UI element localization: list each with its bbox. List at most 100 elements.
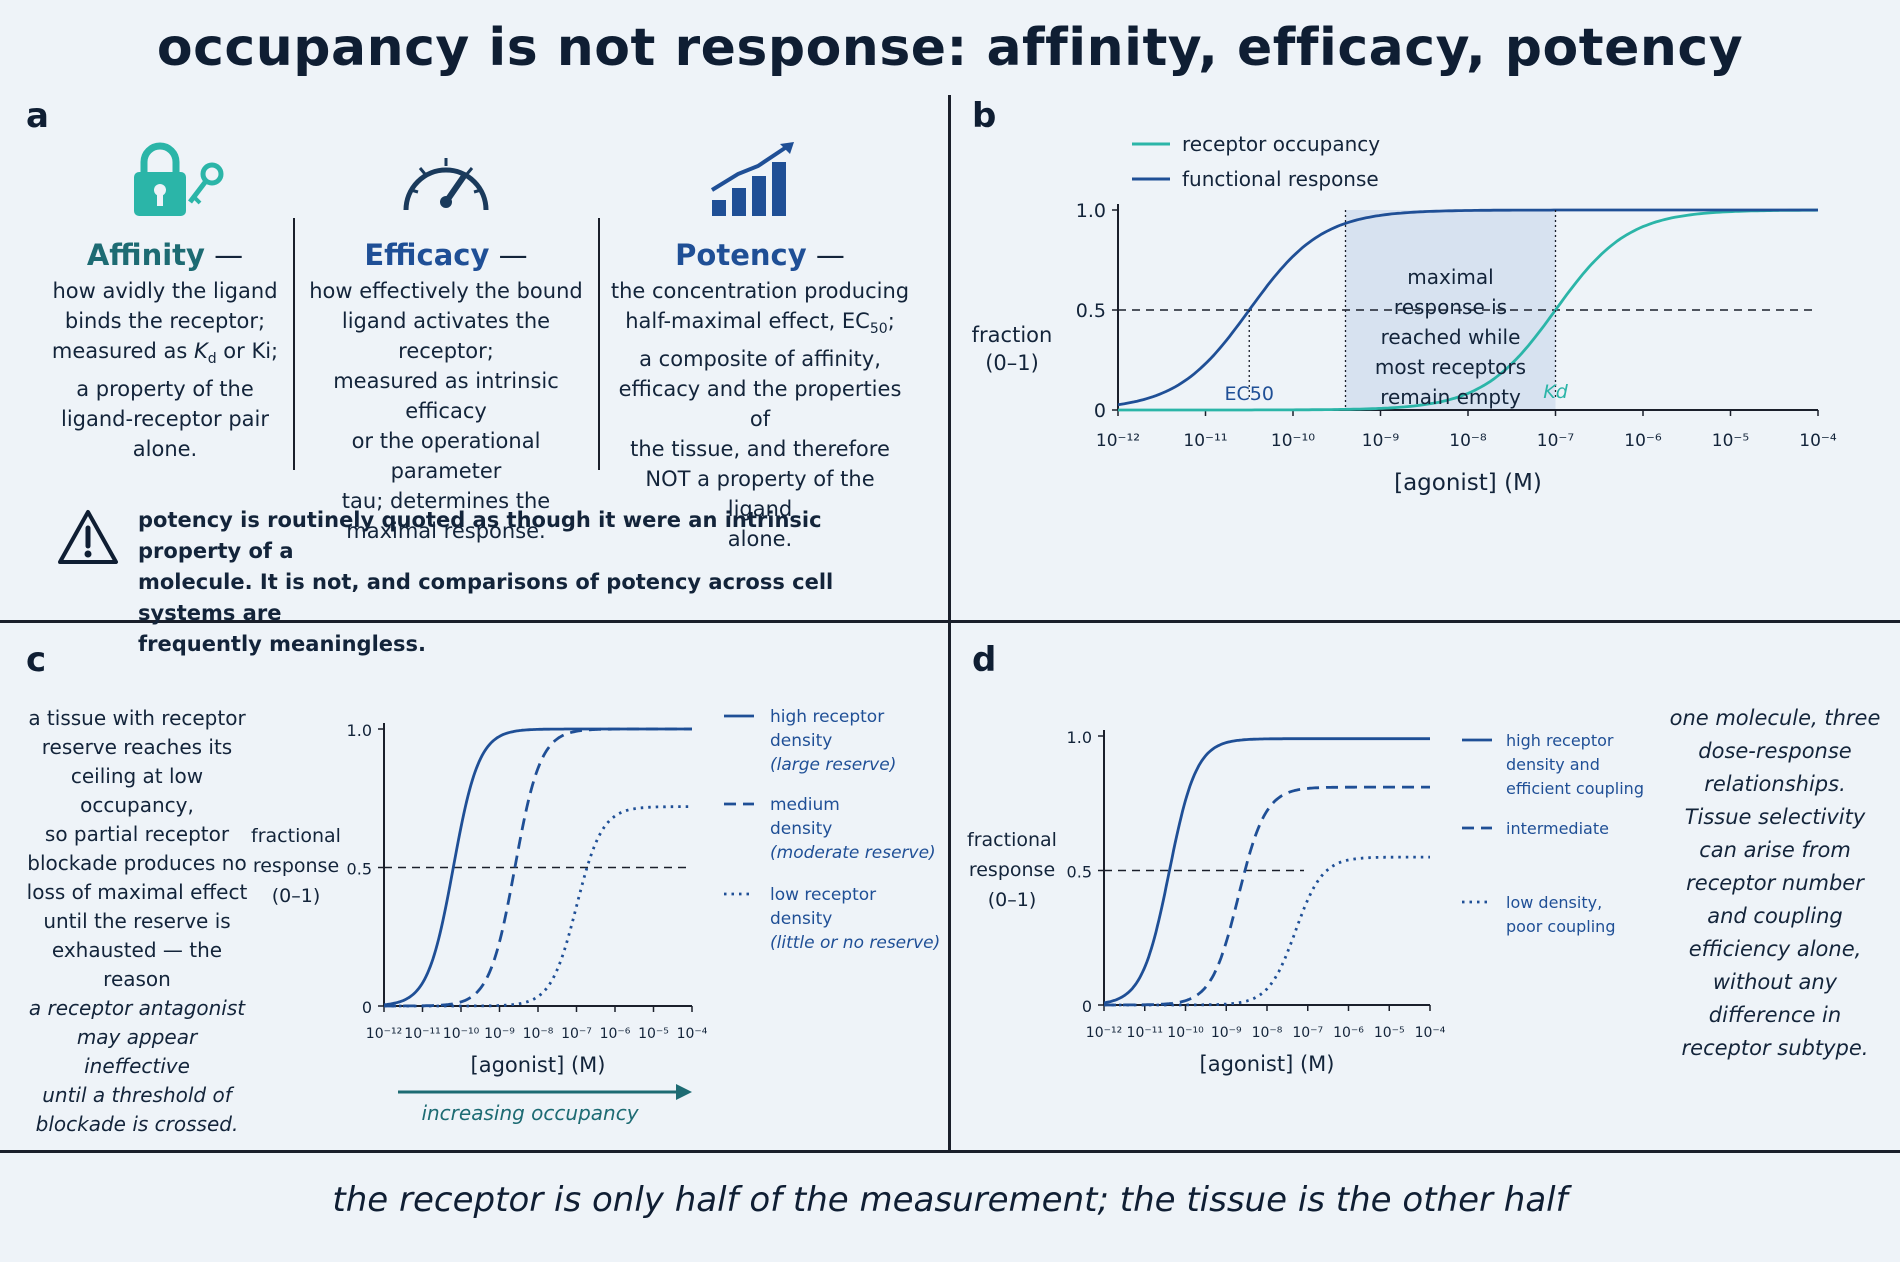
- affinity-line-2: binds the receptor;: [64, 309, 266, 333]
- series-line-2: [1117, 208, 1818, 407]
- panel-d-line-11: receptor subtype.: [1681, 1036, 1869, 1060]
- panel-letter-b: b: [972, 96, 997, 136]
- potency-line-3: a composite of affinity,: [639, 347, 881, 372]
- panel-letter-a: a: [26, 96, 49, 136]
- gauge-icon: [403, 158, 489, 211]
- legend-label: poor coupling: [1506, 917, 1615, 936]
- series-line-1: [1118, 208, 1819, 412]
- x-tick-label: 10⁻⁹: [484, 1026, 515, 1042]
- x-tick-label: 10⁻⁶: [1333, 1025, 1364, 1041]
- potency-line-7: alone.: [727, 527, 793, 552]
- affinity-line-5: ligand-receptor pair: [60, 407, 270, 432]
- y-tick-label: 0.5: [347, 860, 372, 879]
- legend-label: (large reserve): [770, 755, 896, 775]
- legend-label: density: [770, 819, 832, 839]
- affinity-line-4: a property of the: [76, 377, 254, 402]
- chart-d: 10⁻¹² 10⁻¹¹ 10⁻¹⁰ 10⁻⁹ 10⁻⁸ 10⁻⁷ 10⁻⁶ 10⁻⁵ 10⁻⁴ 0…: [967, 728, 1644, 1076]
- legend-label: (moderate reserve): [770, 843, 936, 863]
- x-axis-label: [agonist] (M): [1394, 470, 1542, 496]
- efficacy-heading: Efficacy: [364, 238, 490, 272]
- x-tick-label: 10⁻⁶: [1624, 431, 1662, 451]
- shaded-region: [1345, 210, 1556, 410]
- x-tick-label: 10⁻⁴: [1799, 431, 1837, 451]
- series-line-1: [1103, 737, 1430, 1005]
- x-tick-label: 10⁻⁷: [1537, 431, 1575, 451]
- x-tick-label: 10⁻¹¹: [1183, 431, 1227, 451]
- efficacy-line-3: measured as intrinsic efficacy: [333, 369, 559, 423]
- panel-c-line-7: until the reserve is: [43, 909, 231, 933]
- x-axis-label: [agonist] (M): [1200, 1052, 1335, 1076]
- legend-label: functional response: [1182, 167, 1379, 191]
- x-tick-label: 10⁻⁷: [561, 1026, 592, 1042]
- efficacy-line-1: how effectively the bound: [309, 279, 583, 303]
- efficacy-dash: —: [489, 238, 528, 272]
- affinity-column: Affinity — how avidly the ligand binds t…: [50, 236, 280, 464]
- chart-c: 10⁻¹² 10⁻¹¹ 10⁻¹⁰ 10⁻⁹ 10⁻⁸ 10⁻⁷ 10⁻⁶ 10⁻⁵ 10⁻⁴ 0…: [251, 707, 940, 1125]
- x-tick-label: 10⁻⁵: [1712, 431, 1749, 451]
- series-line-3: [1104, 855, 1430, 1007]
- panel-d-explanation: one molecule, three dose-response relati…: [1660, 702, 1890, 1065]
- panel-c-line-12: blockade is crossed.: [35, 1112, 239, 1136]
- x-tick-label: 10⁻⁹: [1211, 1025, 1242, 1041]
- horizontal-divider-footer: [0, 1150, 1900, 1153]
- y-axis-label: (0–1): [985, 351, 1039, 375]
- column-divider-2: [598, 218, 600, 470]
- affinity-dash: —: [204, 238, 244, 272]
- x-tick-label: 10⁻¹²: [1086, 1025, 1122, 1041]
- affinity-line-1: how avidly the ligand: [52, 279, 278, 303]
- panel-d-line-6: receptor number: [1686, 871, 1864, 895]
- x-tick-label: 10⁻⁷: [1292, 1025, 1323, 1041]
- legend-label: density: [770, 731, 832, 751]
- shade-annotation-line: maximal: [1407, 265, 1493, 289]
- panel-d-line-2: dose-response: [1698, 739, 1852, 763]
- x-tick-label: 10⁻¹¹: [1127, 1025, 1163, 1041]
- shade-annotation-line: reached while: [1381, 325, 1521, 349]
- legend-label: density and: [1506, 755, 1600, 774]
- x-tick-label: 10⁻⁸: [1449, 431, 1487, 451]
- panel-letter-c: c: [26, 640, 47, 680]
- y-tick-label: 0: [1094, 400, 1106, 422]
- panel-c-line-9: a receptor antagonist: [28, 996, 246, 1020]
- panel-letter-d: d: [972, 640, 997, 680]
- efficacy-line-6: maximal response.: [346, 519, 546, 543]
- x-axis-label: [agonist] (M): [471, 1053, 606, 1077]
- y-tick-label: 1.0: [347, 721, 372, 740]
- x-tick-label: 10⁻⁴: [677, 1026, 708, 1042]
- potency-line-5: the tissue, and therefore: [630, 437, 890, 462]
- potency-line-1: the concentration producing: [610, 279, 910, 303]
- potency-column: Potency — the concentration producing ha…: [610, 236, 910, 554]
- occupancy-arrow-head: [676, 1084, 692, 1100]
- ec50-label: EC50: [1225, 383, 1274, 405]
- occupancy-arrow-label: increasing occupancy: [421, 1101, 639, 1125]
- panel-d-line-7: and coupling: [1707, 904, 1843, 928]
- warning-line-1: potency is routinely quoted as though it…: [138, 508, 822, 563]
- panel-c-line-2: reserve reaches its: [41, 735, 233, 759]
- legend-label: receptor occupancy: [1182, 132, 1380, 156]
- panel-c-line-3: ceiling at low occupancy,: [70, 764, 204, 817]
- y-axis-label: fractional: [251, 825, 341, 847]
- x-tick-label: 10⁻¹²: [366, 1026, 402, 1042]
- y-axis-label: response: [253, 855, 339, 877]
- shade-annotation-line: remain empty: [1380, 385, 1521, 409]
- panel-d-line-4: Tissue selectivity: [1684, 805, 1866, 829]
- y-tick-label: 1.0: [1067, 728, 1092, 747]
- series-line-2: [1104, 785, 1430, 1007]
- panel-d-line-8: efficiency alone,: [1688, 937, 1862, 961]
- warning-icon: [58, 510, 118, 564]
- y-axis-label: (0–1): [988, 889, 1037, 911]
- x-tick-label: 10⁻⁵: [1374, 1025, 1405, 1041]
- y-axis-label: (0–1): [272, 885, 321, 907]
- shade-annotation-line: most receptors: [1375, 355, 1526, 379]
- y-axis-label: fraction: [972, 323, 1053, 347]
- kd-label: Kd: [1543, 381, 1568, 403]
- figure-title: occupancy is not response: affinity, eff…: [156, 18, 1744, 78]
- x-tick-label: 10⁻⁶: [600, 1026, 631, 1042]
- legend-label: density: [770, 909, 832, 929]
- y-axis-label: fractional: [967, 829, 1057, 851]
- affinity-heading: Affinity: [86, 238, 205, 272]
- warning-line-3: frequently meaningless.: [138, 632, 426, 656]
- legend-label: low receptor: [770, 885, 876, 905]
- legend-label: high receptor: [1506, 731, 1614, 750]
- warning-text: potency is routinely quoted as though it…: [138, 505, 858, 660]
